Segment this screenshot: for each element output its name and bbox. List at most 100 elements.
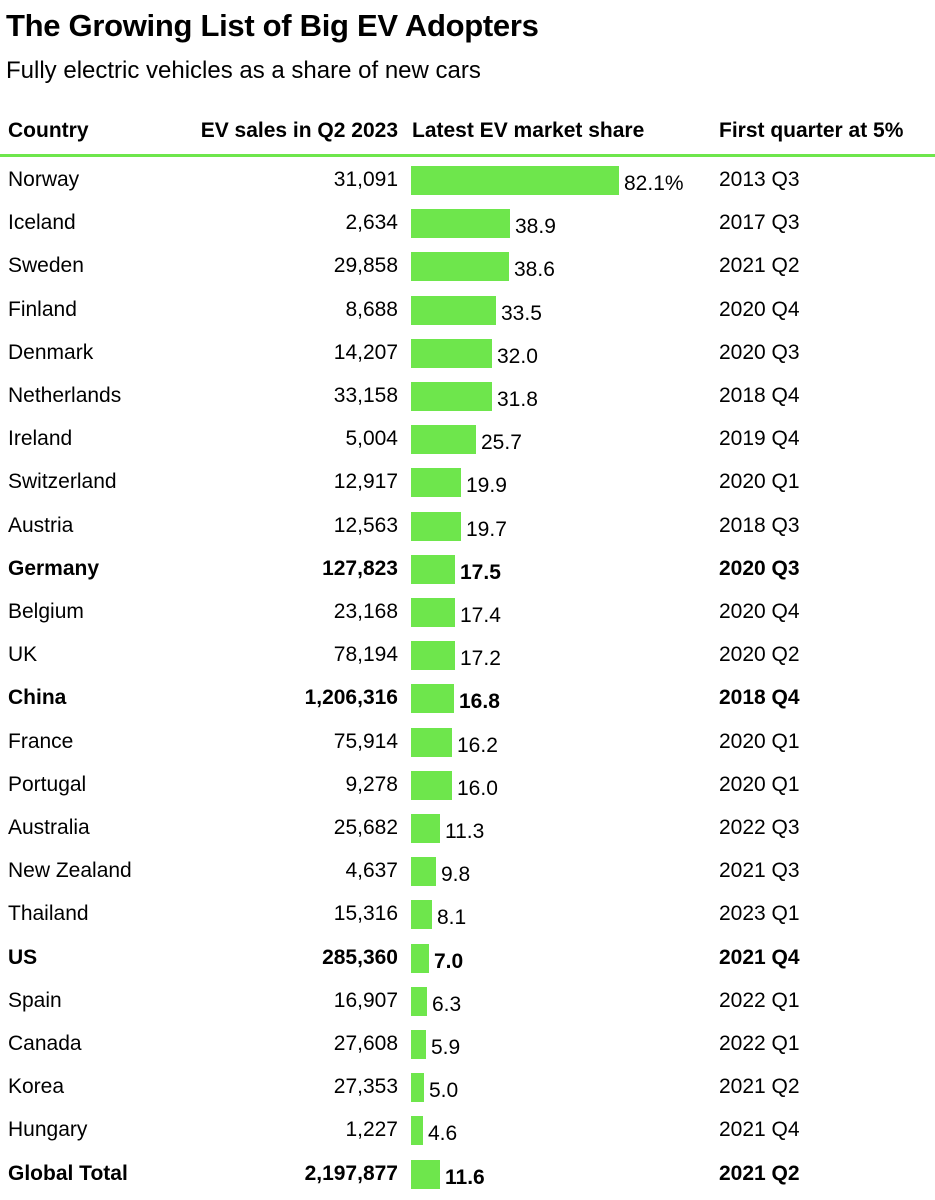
table-row: US 285,360 7.0 2021 Q4 — [0, 936, 935, 979]
table-row: Germany 127,823 17.5 2020 Q3 — [0, 547, 935, 590]
country-cell: China — [8, 686, 67, 710]
ev-sales-cell: 2,197,877 — [304, 1161, 398, 1185]
first-quarter-cell: 2021 Q2 — [719, 254, 800, 278]
market-share-bar — [411, 1030, 426, 1059]
table-row: China 1,206,316 16.8 2018 Q4 — [0, 676, 935, 719]
market-share-label: 7.0 — [434, 949, 464, 973]
market-share-label: 8.1 — [437, 906, 467, 930]
market-share-label: 5.0 — [429, 1079, 459, 1103]
market-share-label: 38.6 — [514, 258, 555, 282]
ev-sales-cell: 33,158 — [333, 384, 398, 407]
first-quarter-cell: 2021 Q4 — [719, 1118, 800, 1142]
country-cell: Switzerland — [8, 470, 117, 494]
ev-sales-cell: 78,194 — [333, 643, 398, 667]
ev-sales-cell: 4,637 — [345, 859, 398, 883]
market-share-bar — [411, 382, 492, 411]
country-cell: France — [8, 729, 74, 753]
first-quarter-cell: 2023 Q1 — [719, 902, 800, 926]
first-quarter-cell: 2017 Q3 — [719, 211, 800, 235]
column-header-country: Country — [8, 119, 89, 142]
first-quarter-cell: 2022 Q3 — [719, 816, 800, 839]
country-cell: Australia — [8, 816, 90, 839]
table-row: Switzerland 12,917 19.9 2020 Q1 — [0, 460, 935, 503]
table-row: Austria 12,563 19.7 2018 Q3 — [0, 504, 935, 547]
market-share-bar — [411, 857, 436, 887]
country-cell: Iceland — [8, 211, 76, 235]
country-cell: Netherlands — [8, 384, 122, 407]
country-cell: Canada — [8, 1032, 82, 1055]
ev-sales-cell: 14,207 — [333, 340, 398, 364]
ev-sales-cell: 127,823 — [322, 556, 398, 580]
first-quarter-cell: 2019 Q4 — [719, 427, 800, 451]
country-cell: Germany — [8, 556, 100, 580]
market-share-label: 17.5 — [460, 560, 501, 584]
table-row: Belgium 23,168 17.4 2020 Q4 — [0, 590, 935, 633]
country-cell: Austria — [8, 513, 74, 537]
market-share-label: 19.7 — [466, 517, 507, 541]
ev-sales-cell: 27,353 — [333, 1075, 398, 1099]
ev-sales-cell: 12,917 — [333, 470, 398, 494]
market-share-bar — [411, 814, 440, 843]
market-share-bar — [411, 727, 452, 757]
table-row: Spain 16,907 6.3 2022 Q1 — [0, 979, 935, 1022]
ev-sales-cell: 285,360 — [322, 945, 398, 969]
country-cell: Belgium — [8, 600, 84, 623]
column-header-first-quarter: First quarter at 5% — [719, 119, 904, 142]
first-quarter-cell: 2020 Q4 — [719, 600, 800, 623]
market-share-label: 19.9 — [466, 474, 507, 498]
market-share-bar — [411, 641, 455, 671]
country-cell: Norway — [8, 168, 80, 191]
market-share-label: 16.0 — [457, 776, 498, 800]
market-share-bar — [411, 1073, 424, 1103]
first-quarter-cell: 2021 Q2 — [719, 1075, 800, 1099]
ev-sales-cell: 75,914 — [333, 729, 398, 753]
market-share-bar — [411, 900, 432, 930]
ev-sales-cell: 31,091 — [333, 168, 398, 191]
country-cell: UK — [8, 643, 38, 667]
market-share-bar — [411, 338, 492, 368]
country-cell: Hungary — [8, 1118, 88, 1142]
table-row: Sweden 29,858 38.6 2021 Q2 — [0, 244, 935, 287]
country-cell: Finland — [8, 297, 77, 321]
market-share-bar — [411, 252, 509, 282]
market-share-bar — [411, 511, 461, 541]
table-row: Norway 31,091 82.1% 2013 Q3 — [0, 158, 935, 201]
ev-sales-cell: 16,907 — [333, 988, 398, 1012]
ev-sales-cell: 8,688 — [345, 297, 398, 321]
market-share-label: 9.8 — [441, 863, 471, 887]
country-cell: Spain — [8, 988, 62, 1012]
market-share-bar — [411, 209, 510, 239]
country-cell: Korea — [8, 1075, 65, 1099]
table-row: Hungary 1,227 4.6 2021 Q4 — [0, 1108, 935, 1151]
ev-sales-cell: 2,634 — [345, 211, 398, 235]
table-row: Iceland 2,634 38.9 2017 Q3 — [0, 201, 935, 244]
market-share-label: 17.2 — [460, 647, 501, 671]
table-row: Global Total 2,197,877 11.6 2021 Q2 — [0, 1152, 935, 1195]
table-row: Ireland 5,004 25.7 2019 Q4 — [0, 417, 935, 460]
market-share-bar — [411, 295, 496, 325]
ev-sales-cell: 9,278 — [345, 772, 398, 796]
market-share-label: 16.8 — [459, 690, 500, 714]
market-share-label: 5.9 — [431, 1036, 461, 1059]
header-divider — [0, 154, 935, 157]
market-share-label: 11.3 — [445, 820, 485, 843]
market-share-label: 17.4 — [460, 604, 501, 627]
country-cell: Global Total — [8, 1161, 128, 1185]
first-quarter-cell: 2020 Q1 — [719, 470, 800, 494]
market-share-label: 6.3 — [432, 992, 462, 1016]
first-quarter-cell: 2020 Q1 — [719, 729, 800, 753]
country-cell: Sweden — [8, 254, 84, 278]
first-quarter-cell: 2022 Q1 — [719, 988, 800, 1012]
country-cell: US — [8, 945, 38, 969]
table-row: Netherlands 33,158 31.8 2018 Q4 — [0, 374, 935, 417]
table-row: Canada 27,608 5.9 2022 Q1 — [0, 1022, 935, 1065]
country-cell: New Zealand — [8, 859, 132, 883]
country-cell: Thailand — [8, 902, 89, 926]
market-share-label: 4.6 — [428, 1122, 458, 1146]
first-quarter-cell: 2020 Q2 — [719, 643, 800, 667]
table-row: New Zealand 4,637 9.8 2021 Q3 — [0, 849, 935, 892]
market-share-label: 16.2 — [457, 733, 498, 757]
first-quarter-cell: 2013 Q3 — [719, 168, 800, 191]
market-share-bar — [411, 684, 454, 714]
first-quarter-cell: 2018 Q4 — [719, 384, 800, 407]
